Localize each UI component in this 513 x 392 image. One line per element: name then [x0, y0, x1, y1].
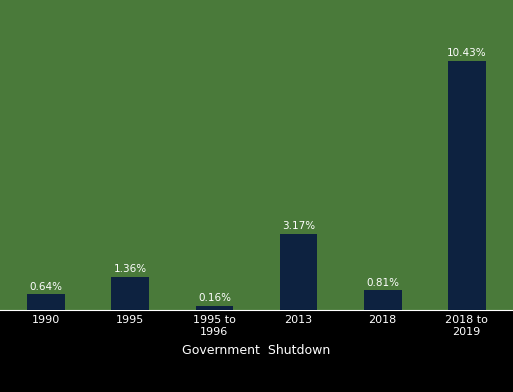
Text: 0.16%: 0.16%: [198, 293, 231, 303]
Text: 0.64%: 0.64%: [30, 281, 63, 292]
Text: 3.17%: 3.17%: [282, 221, 315, 231]
Bar: [27, 294, 65, 310]
Bar: [448, 61, 486, 310]
Text: 1.36%: 1.36%: [114, 265, 147, 274]
Text: 10.43%: 10.43%: [447, 48, 486, 58]
Bar: [111, 277, 149, 310]
Bar: [364, 290, 402, 310]
Bar: [195, 306, 233, 310]
Text: 0.81%: 0.81%: [366, 278, 399, 287]
X-axis label: Government  Shutdown: Government Shutdown: [183, 344, 330, 357]
Bar: [280, 234, 318, 310]
